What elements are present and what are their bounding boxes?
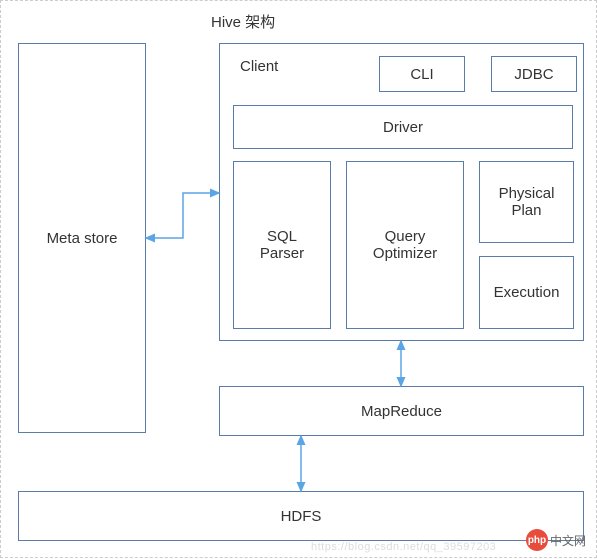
diagram-canvas: Hive 架构 Meta store Client CLI JDBC Drive… — [0, 0, 597, 558]
cli-label: CLI — [410, 66, 433, 83]
logo-ball: php — [526, 529, 548, 551]
diagram-title: Hive 架构 — [211, 11, 275, 32]
node-driver: Driver — [233, 105, 573, 149]
node-meta-store: Meta store — [18, 43, 146, 433]
node-mapreduce: MapReduce — [219, 386, 584, 436]
mapreduce-label: MapReduce — [361, 403, 442, 420]
node-cli: CLI — [379, 56, 465, 92]
node-physical-plan: Physical Plan — [479, 161, 574, 243]
sql-parser-label: SQL Parser — [260, 228, 304, 262]
client-label: Client — [240, 58, 278, 75]
node-jdbc: JDBC — [491, 56, 577, 92]
node-sql-parser: SQL Parser — [233, 161, 331, 329]
watermark-text: https://blog.csdn.net/qq_39597203 — [311, 541, 496, 553]
logo-text: 中文网 — [550, 532, 586, 549]
hdfs-label: HDFS — [281, 508, 322, 525]
driver-label: Driver — [383, 119, 423, 136]
physical-plan-label: Physical Plan — [499, 185, 555, 219]
node-hdfs: HDFS — [18, 491, 584, 541]
node-query-optimizer: Query Optimizer — [346, 161, 464, 329]
query-optimizer-label: Query Optimizer — [373, 228, 437, 262]
meta-store-label: Meta store — [47, 230, 118, 247]
edge-metastore-client — [146, 193, 219, 238]
jdbc-label: JDBC — [514, 66, 553, 83]
logo: php 中文网 — [526, 529, 586, 551]
execution-label: Execution — [494, 284, 560, 301]
node-execution: Execution — [479, 256, 574, 329]
